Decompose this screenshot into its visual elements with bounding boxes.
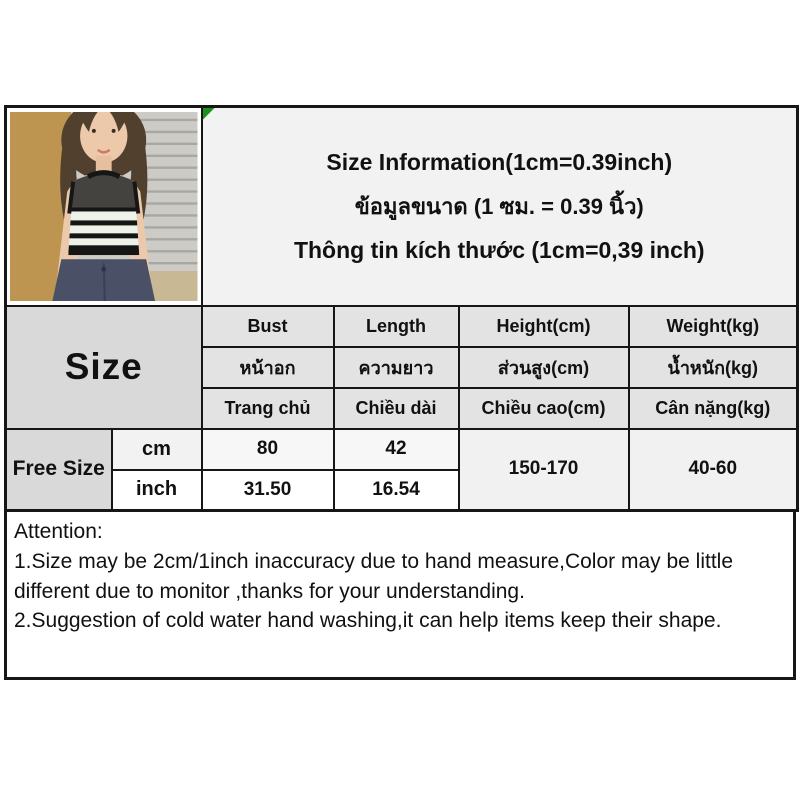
value-weight: 40-60 [627,427,799,512]
attention-box: Attention: 1.Size may be 2cm/1inch inacc… [4,509,796,680]
col-header-height-vi: Chiều cao(cm) [457,386,630,430]
col-header-weight-en: Weight(kg) [627,304,799,348]
value-bust-cm: 80 [200,427,335,471]
model-face [80,111,128,163]
attention-note-1: 1.Size may be 2cm/1inch inaccuracy due t… [14,549,734,603]
title-cell: Size Information(1cm=0.39inch) ข้อมูลขนา… [200,105,799,307]
col-header-bust-th: หน้าอก [200,345,335,389]
value-length-cm: 42 [332,427,460,471]
title-thai: ข้อมูลขนาด (1 ซม. = 0.39 นิ้ว) [354,193,644,219]
tank-armhole-right [132,181,141,214]
model-eye-right [111,128,116,133]
col-header-weight-th: น้ำหนัก(kg) [627,345,799,389]
model-neck [95,155,112,174]
free-size-cell: Free Size [4,427,113,512]
product-photo-cell [4,105,203,307]
tank-neckband [86,169,121,179]
title-lines: Size Information(1cm=0.39inch) ข้อมูลขนา… [204,148,796,264]
green-corner-marker [203,108,215,120]
col-header-height-en: Height(cm) [457,304,630,348]
col-header-bust-vi: Trang chủ [200,386,335,430]
attention-heading: Attention: [14,520,103,543]
model-smile [97,148,111,154]
attention-note-2: 2.Suggestion of cold water hand washing,… [14,609,722,633]
value-height: 150-170 [457,427,630,512]
col-header-length-en: Length [332,304,460,348]
title-vietnamese: Thông tin kích thước (1cm=0,39 inch) [293,236,705,263]
title-english: Size Information(1cm=0.39inch) [326,148,673,175]
col-header-length-vi: Chiều dài [332,386,460,430]
product-photo [10,111,198,301]
col-header-height-th: ส่วนสูง(cm) [457,345,630,389]
unit-cell-cm: cm [110,427,203,471]
model-bangs-left [79,111,98,132]
pants-button [101,266,107,272]
model-bangs-right [109,111,129,132]
col-header-weight-vi: Cân nặng(kg) [627,386,799,430]
model-tank-top [68,173,140,255]
size-table: Size Information(1cm=0.39inch) ข้อมูลขนา… [4,105,800,512]
value-length-inch: 16.54 [332,468,460,512]
col-header-bust-en: Bust [200,304,335,348]
unit-cell-inch: inch [110,468,203,512]
size-header-cell: Size [4,304,203,430]
size-chart-stack: Size Information(1cm=0.39inch) ข้อมูลขนา… [4,105,800,680]
value-bust-inch: 31.50 [200,468,335,512]
tank-armhole-left [67,181,76,214]
model-eye-left [91,128,96,133]
col-header-length-th: ความยาว [332,345,460,389]
